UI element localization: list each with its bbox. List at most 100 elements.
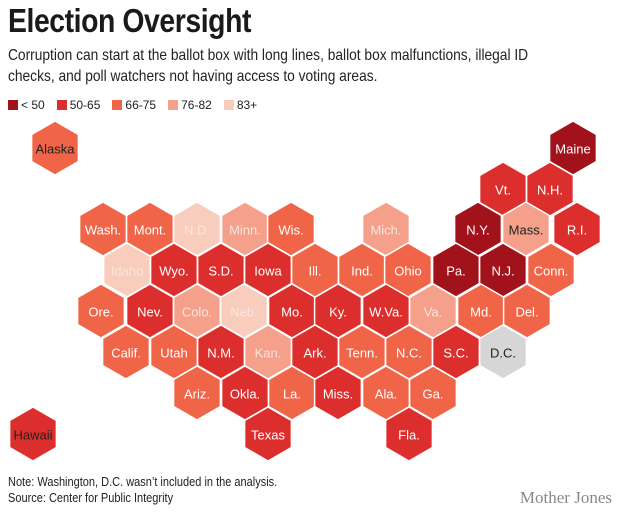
state-label: Ala. [375, 387, 397, 402]
state-label: Pa. [446, 264, 466, 279]
legend-label: 83+ [236, 98, 258, 112]
state-hex-shape [101, 324, 151, 380]
state-hex-maine: Maine [548, 120, 598, 176]
state-label: Ga. [423, 387, 444, 402]
state-hex-iowa: Iowa [243, 242, 293, 298]
state-hex-nj: N.J. [478, 242, 528, 298]
state-hex-shape [172, 365, 222, 421]
state-label: Va. [424, 305, 443, 320]
legend-swatch [8, 100, 18, 110]
state-label: Okla. [230, 387, 260, 402]
note-text: Note: Washington, D.C. wasn’t included i… [8, 475, 278, 489]
state-label: Kan. [255, 346, 282, 361]
state-label: Minn. [229, 223, 261, 238]
state-label: Fla. [398, 428, 420, 443]
state-label: Tenn. [346, 346, 378, 361]
state-hex-mich: Mich. [361, 201, 411, 257]
state-label: Utah [160, 346, 187, 361]
state-hex-ariz: Ariz. [172, 365, 222, 421]
state-label: Md. [470, 305, 492, 320]
state-hex-sd: S.D. [196, 242, 246, 298]
state-label: Mich. [370, 223, 401, 238]
state-label: W.Va. [369, 305, 403, 320]
state-hex-shape [552, 201, 602, 257]
state-label: Ariz. [184, 387, 210, 402]
state-label: D.C. [490, 346, 516, 361]
state-label: Conn. [534, 264, 569, 279]
state-hex-hawaii: Hawaii [8, 406, 58, 462]
state-label: Ill. [309, 264, 322, 279]
state-label: Ind. [351, 264, 373, 279]
state-label: Ky. [329, 305, 347, 320]
state-label: Neb. [230, 305, 257, 320]
legend-swatch [223, 100, 234, 110]
state-label: N.Y. [466, 223, 490, 238]
state-hex-shape [313, 365, 363, 421]
state-label: N.C. [396, 346, 422, 361]
footnote: Note: Washington, D.C. wasn’t included i… [8, 474, 277, 506]
state-label: Mont. [134, 223, 167, 238]
state-hex-nh: N.H. [525, 161, 575, 217]
state-label: Ark. [303, 346, 326, 361]
state-label: Wis. [278, 223, 303, 238]
state-hex-shape [243, 406, 293, 462]
state-hex-nev: Nev. [125, 283, 175, 339]
state-hex-ark: Ark. [290, 324, 340, 380]
state-hex-shape [30, 120, 80, 176]
state-hex-shape [478, 324, 528, 380]
state-hex-texas: Texas [243, 406, 293, 462]
state-label: Wyo. [159, 264, 189, 279]
legend-swatch [168, 100, 179, 110]
legend-label: 66-75 [125, 98, 157, 112]
state-hex-shape [8, 406, 58, 462]
state-hex-ore: Ore. [76, 283, 126, 339]
state-label: N.J. [491, 264, 514, 279]
state-label: Ore. [88, 305, 113, 320]
state-label: La. [283, 387, 301, 402]
state-label: Alaska [35, 142, 75, 157]
state-hex-utah: Utah [149, 324, 199, 380]
state-label: Mass. [509, 223, 544, 238]
state-hex-del: Del. [502, 283, 552, 339]
state-hex-vt: Vt. [478, 161, 528, 217]
state-label: S.D. [208, 264, 233, 279]
source-text: Source: Center for Public Integrity [8, 491, 174, 505]
state-hex-md: Md. [456, 283, 506, 339]
page-subtitle: Corruption can start at the ballot box w… [8, 47, 529, 85]
legend-label: < 50 [21, 98, 45, 112]
state-label: Texas [251, 428, 285, 443]
state-label: Mo. [281, 305, 303, 320]
state-hex-mont: Mont. [125, 201, 175, 257]
state-hex-wis: Wis. [266, 201, 316, 257]
state-hex-miss: Miss. [313, 365, 363, 421]
state-label: Iowa [254, 264, 282, 279]
legend-item: 66-75 [112, 98, 156, 112]
legend-item: 83+ [223, 98, 258, 112]
legend-swatch [112, 100, 123, 110]
state-label: N.H. [537, 183, 563, 198]
state-label: Del. [515, 305, 538, 320]
state-hex-tenn: Tenn. [337, 324, 387, 380]
state-hex-calif: Calif. [101, 324, 151, 380]
state-hex-wash: Wash. [78, 201, 128, 257]
state-label: Maine [555, 142, 590, 157]
page-title: Election Oversight [8, 2, 252, 39]
legend-item: 76-82 [168, 98, 212, 112]
state-label: Idaho [111, 264, 144, 279]
legend-label: 50-65 [69, 98, 101, 112]
state-label: S.C. [443, 346, 468, 361]
state-label: R.I. [567, 223, 587, 238]
state-label: Hawaii [13, 428, 52, 443]
publisher-logo: Mother Jones [519, 488, 612, 507]
state-label: Ohio [394, 264, 421, 279]
state-label: N.M. [207, 346, 234, 361]
state-hex-shape [76, 283, 126, 339]
legend-swatch [56, 100, 67, 110]
state-label: Vt. [495, 183, 511, 198]
state-hex-ri: R.I. [552, 201, 602, 257]
state-hex-fla: Fla. [384, 406, 434, 462]
state-label: Wash. [85, 223, 121, 238]
state-hex-mass: Mass. [501, 201, 551, 257]
legend-item: < 50 [8, 98, 45, 112]
